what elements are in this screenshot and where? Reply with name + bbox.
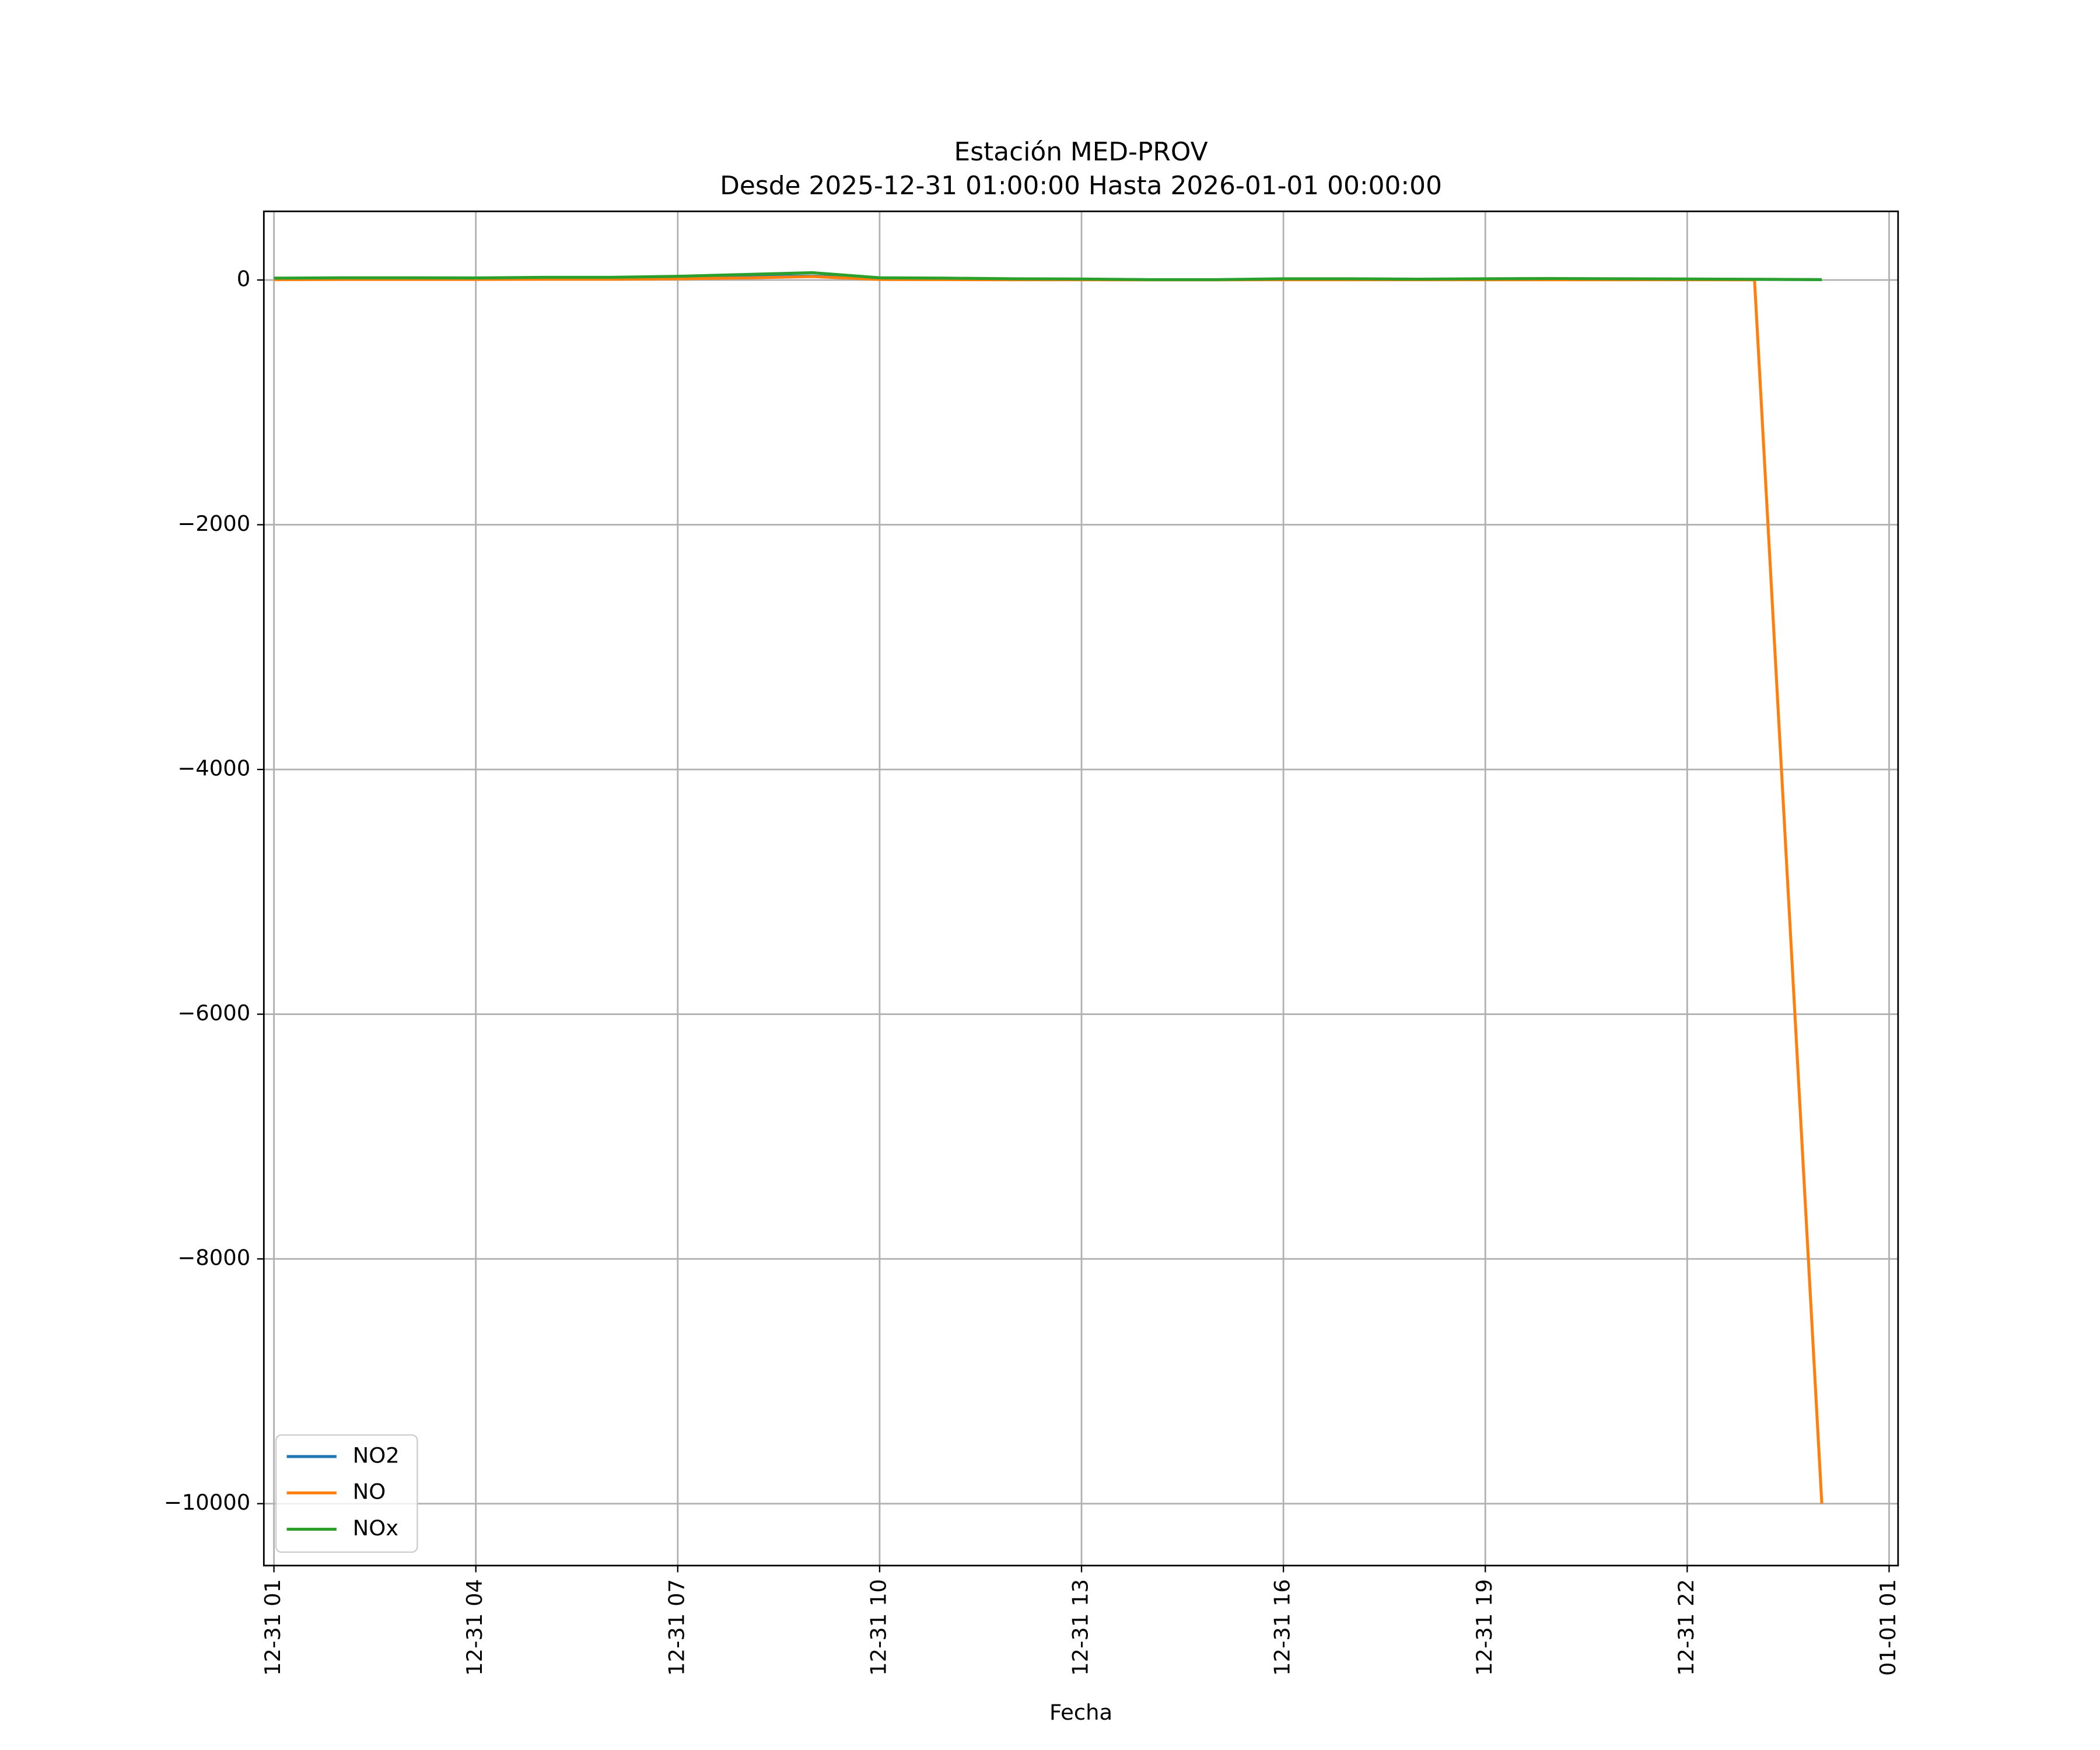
y-tick-label: −10000: [164, 1490, 250, 1515]
legend: NO2 NO NOx: [275, 1434, 418, 1553]
y-tick-label: −8000: [177, 1245, 250, 1270]
x-tick-label: 01-01 01: [1875, 1579, 1901, 1676]
y-tick-label: −2000: [177, 511, 250, 536]
legend-label: NO2: [353, 1443, 400, 1468]
x-tick-label: 12-31 01: [260, 1579, 285, 1676]
plot-frame: [262, 210, 1899, 1567]
legend-label: NOx: [353, 1516, 399, 1541]
x-tick-label: 12-31 04: [462, 1579, 487, 1676]
x-tick-label: 12-31 16: [1270, 1579, 1295, 1676]
y-tick-label: −4000: [177, 756, 250, 781]
chart-title: Estación MED-PROV: [954, 137, 1208, 167]
legend-box: [275, 1434, 418, 1553]
y-tick-label: −6000: [177, 1000, 250, 1026]
chart-subtitle: Desde 2025-12-31 01:00:00 Hasta 2026-01-…: [720, 171, 1442, 201]
y-tick-label: 0: [237, 266, 250, 291]
x-tick-label: 12-31 13: [1068, 1579, 1093, 1676]
x-tick-label: 12-31 07: [664, 1579, 689, 1676]
legend-label: NO: [353, 1479, 386, 1504]
x-tick-label: 12-31 19: [1472, 1579, 1497, 1676]
x-tick-label: 12-31 22: [1674, 1579, 1699, 1676]
data-line: [274, 271, 1822, 281]
x-tick-label: 12-31 10: [866, 1579, 891, 1676]
x-axis-label: Fecha: [1049, 1700, 1112, 1725]
